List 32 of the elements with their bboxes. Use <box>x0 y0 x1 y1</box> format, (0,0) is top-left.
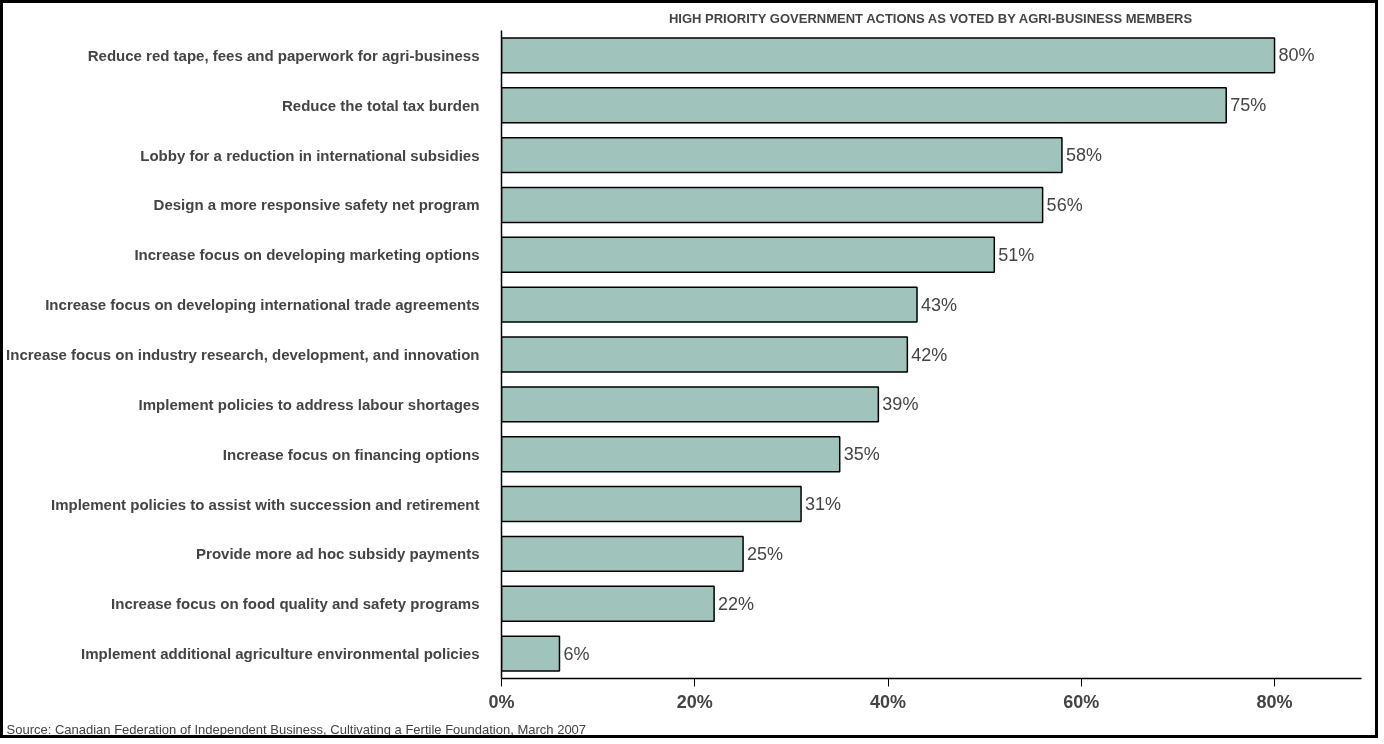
x-tick-label: 0% <box>488 691 515 712</box>
y-tick-label: Increase focus on financing options <box>222 445 480 463</box>
chart-title: HIGH PRIORITY GOVERNMENT ACTIONS AS VOTED BY AGRI-BUSINESS MEMBERS <box>668 10 1193 26</box>
data-label: 58% <box>1065 145 1102 166</box>
y-tick-label: Implement additional agriculture environmental policies <box>81 645 480 663</box>
data-label: 39% <box>882 394 919 415</box>
y-tick-label: Reduce the total tax burden <box>281 96 480 114</box>
y-tick-label: Increase focus on food quality and safety programs <box>111 595 480 613</box>
data-label: 35% <box>843 444 880 465</box>
x-tick-label: 40% <box>870 691 907 712</box>
y-tick-label: Reduce red tape, fees and paperwork for agri-business <box>87 46 480 64</box>
y-tick-label: Design a more responsive safety net program <box>153 196 480 214</box>
data-label: 51% <box>998 244 1035 265</box>
y-tick-label: Increase focus on developing international trade agreements <box>45 296 480 314</box>
data-label: 42% <box>911 344 948 365</box>
y-tick-label: Implement policies to address labour shortages <box>138 395 480 413</box>
x-tick-label: 80% <box>1256 691 1293 712</box>
y-tick-label: Increase focus on industry research, development, and innovation <box>6 346 480 363</box>
data-label: 56% <box>1046 194 1083 215</box>
data-label: 75% <box>1230 95 1267 116</box>
y-tick-label: Increase focus on developing marketing options <box>134 246 480 264</box>
data-label: 80% <box>1278 45 1315 66</box>
y-tick-label: Implement policies to assist with succession and retirement <box>51 495 480 513</box>
x-tick-label: 60% <box>1063 691 1100 712</box>
data-label: 43% <box>921 294 958 315</box>
data-label: 31% <box>805 494 842 515</box>
y-tick-label: Provide more ad hoc subsidy payments <box>196 545 480 563</box>
y-tick-label: Lobby for a reduction in international subsidies <box>140 146 480 164</box>
data-label: 6% <box>563 643 590 664</box>
data-label: 25% <box>747 543 784 564</box>
data-label: 22% <box>718 593 755 614</box>
x-tick-label: 20% <box>676 691 713 712</box>
